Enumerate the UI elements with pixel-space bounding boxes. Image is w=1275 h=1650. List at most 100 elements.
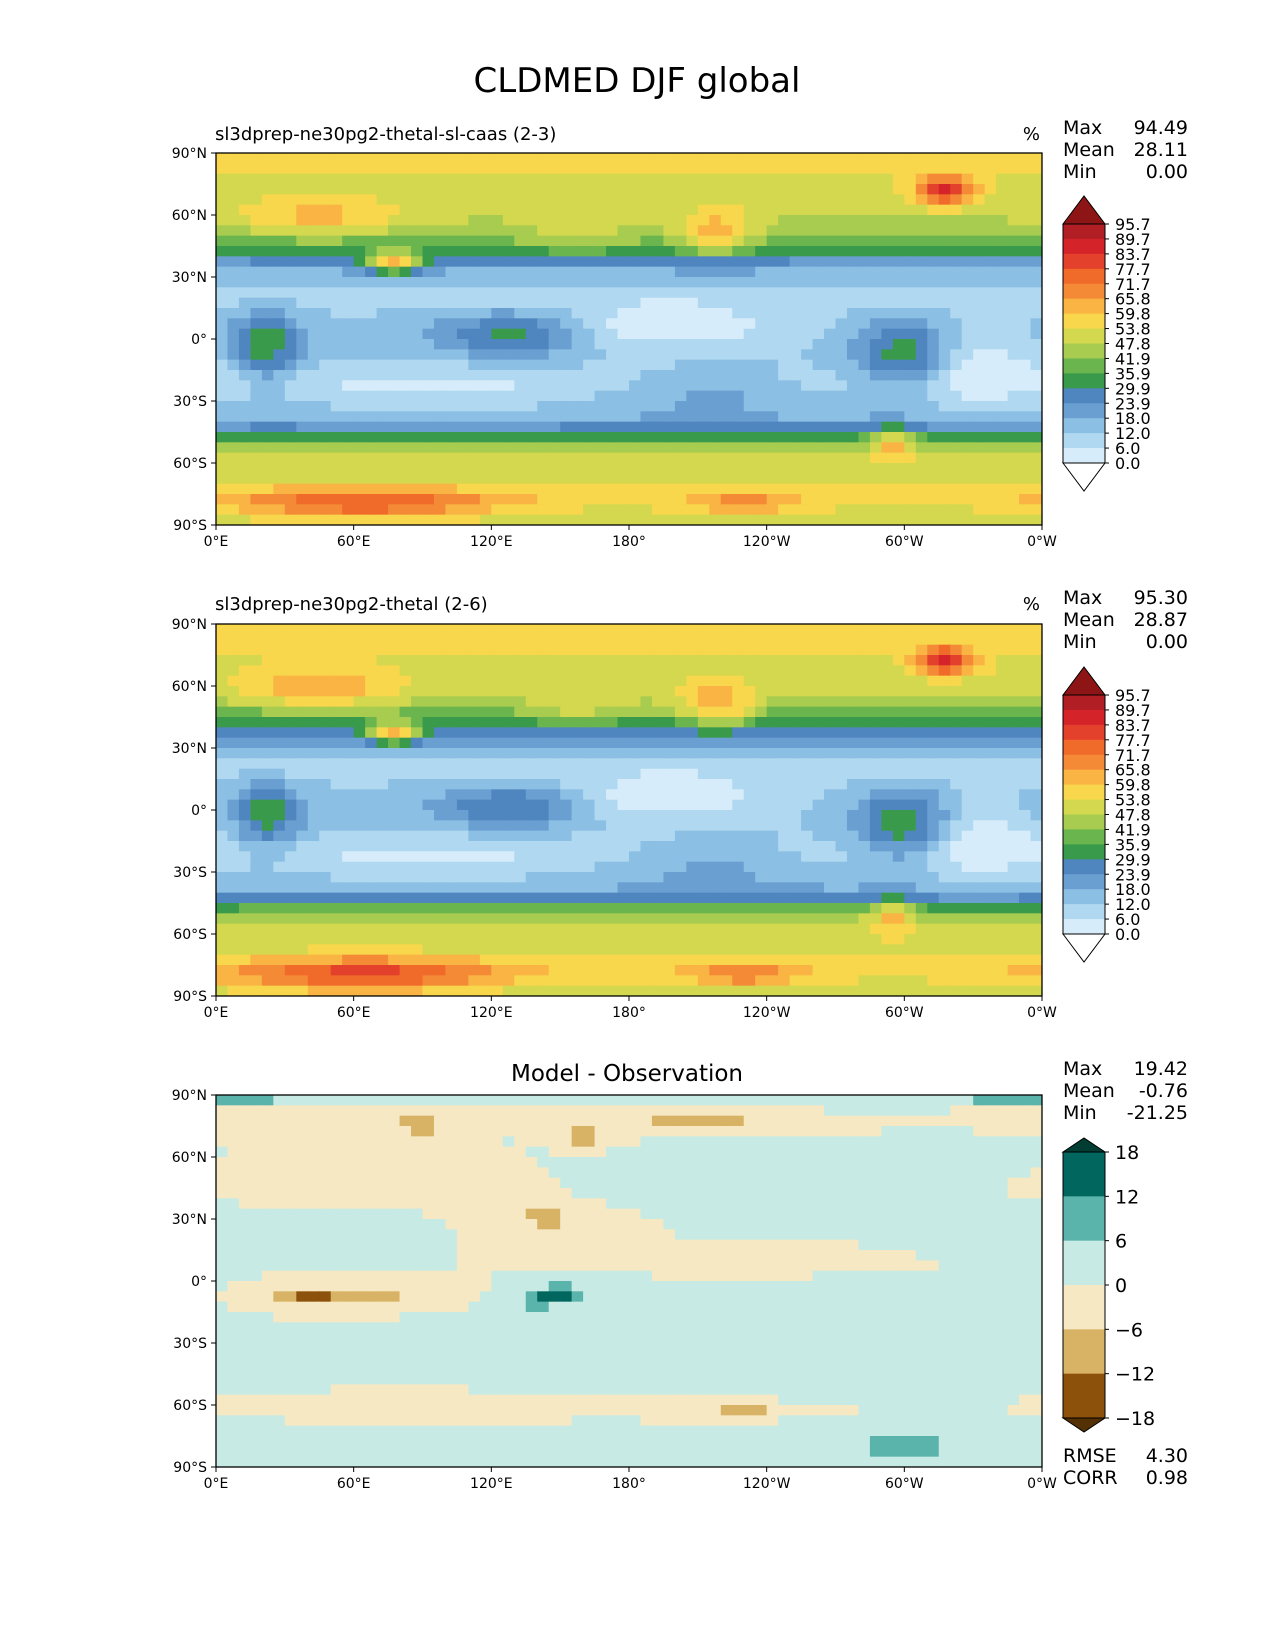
field-cell	[674, 696, 687, 708]
field-cell	[789, 184, 802, 195]
field-cell	[674, 194, 687, 206]
field-cell	[284, 235, 297, 247]
field-cell	[261, 882, 274, 894]
field-cell	[319, 204, 332, 216]
field-cell	[376, 483, 389, 495]
field-cell	[950, 339, 963, 350]
field-cell	[284, 339, 297, 350]
field-cell	[973, 665, 986, 677]
field-cell	[445, 153, 458, 164]
field-cell	[732, 380, 745, 392]
field-cell	[996, 624, 1009, 635]
field-cell	[606, 401, 619, 412]
field-cell	[548, 452, 561, 464]
field-cell	[858, 473, 871, 485]
field-cell	[1030, 514, 1042, 525]
field-cell	[399, 297, 412, 309]
field-cell	[411, 861, 424, 873]
field-cell	[629, 173, 642, 185]
field-cell	[456, 287, 469, 299]
field-cell	[674, 758, 687, 770]
field-cell	[709, 246, 722, 257]
field-cell	[869, 861, 882, 873]
panel-test-stat-min-value: 0.00	[1146, 161, 1188, 183]
field-cell	[606, 820, 619, 832]
field-cell	[468, 215, 481, 226]
field-cell	[950, 442, 963, 454]
field-cell	[342, 892, 355, 904]
field-cell	[284, 923, 297, 935]
field-cell	[411, 235, 424, 247]
field-cell	[812, 706, 825, 718]
field-cell	[915, 737, 928, 749]
field-cell	[720, 287, 733, 299]
field-cell	[525, 727, 538, 739]
field-cell	[537, 204, 550, 216]
field-cell	[743, 483, 756, 495]
field-cell	[468, 748, 481, 759]
field-cell	[732, 717, 745, 728]
field-cell	[674, 748, 687, 759]
field-cell	[973, 473, 986, 485]
field-cell	[273, 339, 286, 350]
field-cell	[766, 411, 779, 423]
field-cell	[950, 318, 963, 330]
field-cell	[824, 655, 837, 666]
field-cell	[743, 225, 756, 237]
field-cell	[342, 841, 355, 852]
field-cell	[766, 421, 779, 433]
field-cell	[261, 634, 274, 646]
panel-ref-stat-min-label: Min	[1063, 631, 1097, 653]
field-cell	[674, 655, 687, 666]
field-cell	[411, 634, 424, 646]
field-cell	[548, 665, 561, 677]
field-cell	[651, 401, 665, 412]
field-cell	[216, 872, 229, 883]
field-cell	[1007, 655, 1020, 666]
field-cell	[996, 359, 1009, 371]
field-cell	[904, 789, 917, 801]
field-cell	[1030, 655, 1042, 666]
field-cell	[525, 359, 538, 371]
field-cell	[548, 655, 561, 666]
field-cell	[720, 215, 733, 226]
field-cell	[468, 483, 481, 495]
field-cell	[629, 923, 642, 935]
field-cell	[835, 380, 848, 392]
field-cell	[812, 717, 825, 728]
field-cell	[560, 737, 573, 749]
field-cell	[319, 266, 332, 278]
field-cell	[996, 370, 1009, 381]
field-cell	[778, 686, 791, 697]
field-cell	[1007, 706, 1020, 718]
field-cell	[376, 401, 389, 412]
field-cell	[1030, 463, 1042, 474]
field-cell	[881, 768, 894, 780]
field-cell	[640, 514, 653, 525]
field-cell	[938, 184, 951, 195]
field-cell	[353, 913, 366, 925]
field-cell	[606, 514, 619, 525]
field-cell	[502, 153, 515, 164]
field-cell	[961, 349, 974, 361]
field-cell	[273, 717, 286, 728]
field-cell	[319, 696, 332, 708]
field-cell	[697, 514, 710, 525]
field-cell	[938, 401, 951, 412]
field-cell	[629, 194, 642, 206]
field-cell	[433, 432, 447, 443]
field-cell	[1030, 442, 1042, 454]
field-cell	[560, 308, 573, 319]
field-cell	[801, 421, 814, 433]
field-cell	[456, 624, 469, 635]
field-cell	[904, 266, 917, 278]
field-cell	[227, 634, 240, 646]
field-cell	[583, 339, 596, 350]
field-cell	[422, 328, 435, 340]
field-cell	[789, 246, 802, 257]
field-cell	[778, 235, 791, 247]
field-cell	[996, 277, 1009, 288]
field-cell	[984, 514, 997, 525]
field-cell	[846, 727, 860, 739]
field-cell	[342, 483, 355, 495]
